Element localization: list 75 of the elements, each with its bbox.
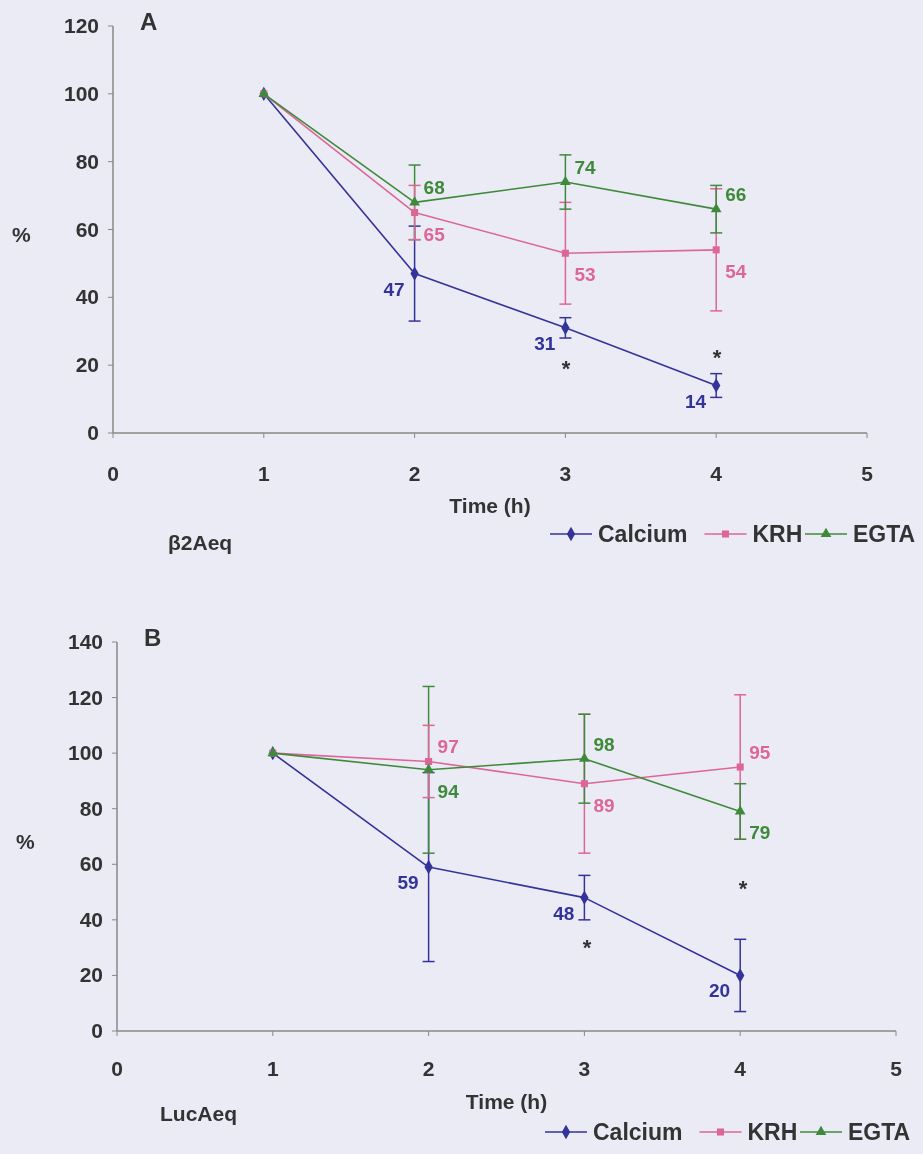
x-axis-title: Time (h) — [449, 494, 531, 517]
x-tick-label: 4 — [734, 1057, 747, 1080]
x-tick-label: 3 — [578, 1057, 591, 1080]
legend-label: Calcium — [593, 1119, 683, 1145]
point — [423, 763, 434, 773]
data-label: 20 — [709, 980, 731, 1002]
y-tick-label: 40 — [79, 907, 103, 931]
y-tick-label: 80 — [75, 149, 99, 173]
legend-label: KRH — [752, 521, 803, 547]
point — [710, 202, 722, 213]
y-tick-label: 140 — [67, 630, 103, 653]
data-label: 48 — [553, 902, 575, 924]
y-tick-label: 20 — [75, 353, 99, 377]
y-axis-title: % — [16, 829, 35, 853]
x-tick-label: 0 — [107, 462, 119, 485]
legend-label: EGTA — [853, 521, 916, 547]
legend-label: KRH — [747, 1119, 798, 1145]
point — [425, 757, 433, 766]
point — [712, 246, 720, 254]
x-tick-label: 1 — [257, 462, 270, 485]
x-axis-title: Time (h) — [465, 1090, 548, 1113]
data-label: 97 — [437, 736, 459, 758]
point — [579, 752, 590, 762]
data-label: 14 — [685, 390, 707, 412]
annotation: * — [712, 345, 722, 370]
point — [736, 763, 744, 771]
x-tick-label: 2 — [422, 1057, 435, 1080]
x-tick-label: 2 — [408, 462, 421, 485]
chart-title: A — [140, 8, 158, 35]
data-label: 95 — [749, 742, 771, 764]
data-label: 66 — [725, 184, 747, 206]
y-tick-label: 0 — [91, 1019, 103, 1042]
y-tick-label: 60 — [75, 217, 99, 241]
data-label: 31 — [534, 332, 556, 354]
data-label: 54 — [725, 260, 747, 282]
x-tick-label: 5 — [861, 462, 874, 485]
y-tick-label: 0 — [87, 421, 99, 444]
data-label: 94 — [437, 780, 460, 802]
data-label: 47 — [383, 278, 405, 300]
annotation: * — [582, 935, 592, 960]
chart-title: B — [144, 624, 162, 651]
point — [560, 175, 571, 186]
y-tick-label: 100 — [63, 81, 99, 105]
point — [409, 196, 420, 206]
y-tick-label: 100 — [67, 741, 103, 765]
y-tick-label: 80 — [79, 796, 103, 820]
y-tick-label: 20 — [79, 963, 103, 987]
data-label: 79 — [749, 822, 771, 844]
data-label: 98 — [593, 733, 615, 755]
point — [580, 780, 588, 788]
text: LucAeq — [160, 1102, 238, 1125]
y-tick-label: 120 — [63, 14, 99, 37]
data-label: 65 — [423, 223, 446, 245]
y-tick-label: 40 — [75, 285, 99, 309]
y-axis-title: % — [12, 222, 31, 246]
data-label: 68 — [423, 177, 445, 199]
annotation: * — [561, 356, 571, 381]
data-label: 89 — [593, 794, 615, 816]
x-tick-label: 4 — [710, 462, 723, 485]
y-tick-label: 60 — [79, 852, 103, 876]
data-label: 53 — [574, 264, 596, 286]
point — [734, 805, 746, 815]
data-label: 59 — [397, 872, 419, 894]
x-tick-label: 5 — [890, 1057, 903, 1080]
y-tick-label: 120 — [67, 685, 103, 709]
x-tick-label: 0 — [111, 1057, 123, 1080]
point — [411, 209, 419, 217]
point — [561, 249, 569, 257]
legend-label: Calcium — [598, 521, 688, 547]
text: β2Aeq — [168, 531, 233, 554]
annotation: * — [738, 876, 748, 901]
x-tick-label: 1 — [266, 1057, 279, 1080]
data-label: 74 — [574, 157, 596, 179]
legend-label: EGTA — [848, 1119, 911, 1145]
x-tick-label: 3 — [559, 462, 572, 485]
